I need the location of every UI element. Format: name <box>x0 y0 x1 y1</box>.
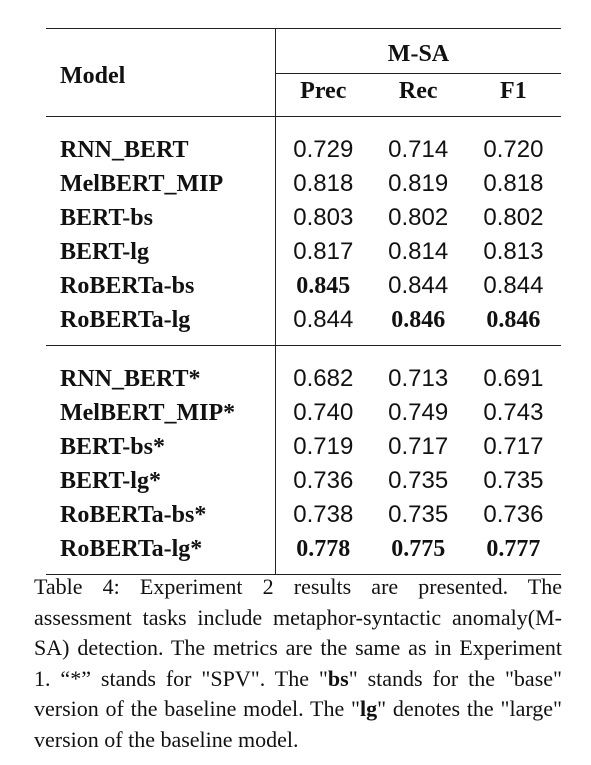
model-name-cell: MelBERT_MIP <box>60 171 224 197</box>
rec-cell: 0.775 <box>391 536 446 562</box>
f1-cell: 0.735 <box>483 467 544 494</box>
rec-column-header: Rec <box>370 73 466 117</box>
model-name-cell: RNN_BERT <box>60 137 189 163</box>
table-row: BERT-lg* 0.736 0.735 0.735 <box>46 464 561 498</box>
prec-cell: 0.845 <box>274 269 371 303</box>
caption-text-3: " denotes the "large" version of the bas… <box>34 696 563 752</box>
rec-cell: 0.714 <box>388 136 449 163</box>
model-name-cell: BERT-bs <box>60 205 153 231</box>
table-row: BERT-bs 0.803 0.802 0.802 <box>46 201 561 235</box>
prec-cell: 0.682 <box>274 345 371 396</box>
rec-cell: 0.846 <box>391 307 446 333</box>
caption-text-2: " stands for the "base" version of the b… <box>34 665 563 722</box>
prec-cell: 0.778 <box>274 532 371 575</box>
f1-cell: 0.846 <box>486 307 541 333</box>
table-caption: Table 4: Experiment 2 results are presen… <box>34 572 562 755</box>
table-section-baseline: RNN_BERT 0.729 0.714 0.720 MelBERT_MIP 0.818 0… <box>46 116 561 346</box>
model-name-cell: MelBERT_MIP* <box>60 400 236 426</box>
rec-cell: 0.749 <box>388 399 449 426</box>
table-row: RoBERTa-lg 0.844 0.846 0.846 <box>46 303 561 346</box>
prec-cell: 0.818 <box>274 167 371 201</box>
f1-cell: 0.743 <box>483 399 544 426</box>
table-row: RNN_BERT* 0.682 0.713 0.691 <box>46 345 561 396</box>
f1-cell: 0.813 <box>483 238 544 265</box>
f1-cell: 0.802 <box>483 204 544 231</box>
table-row: MelBERT_MIP* 0.740 0.749 0.743 <box>46 396 561 430</box>
f1-column-header: F1 <box>465 73 561 117</box>
rec-cell: 0.713 <box>388 365 449 392</box>
table-row: RoBERTa-bs 0.845 0.844 0.844 <box>46 269 561 303</box>
f1-cell: 0.777 <box>486 536 541 562</box>
model-name-cell: BERT-bs* <box>60 434 165 460</box>
prec-cell: 0.740 <box>274 396 371 430</box>
rec-cell: 0.814 <box>388 238 449 265</box>
f1-cell: 0.818 <box>483 170 544 197</box>
prec-cell: 0.719 <box>274 430 371 464</box>
rec-cell: 0.735 <box>388 467 449 494</box>
model-name-cell: RoBERTa-bs* <box>60 502 207 528</box>
f1-cell: 0.691 <box>483 365 544 392</box>
f1-cell: 0.717 <box>483 433 544 460</box>
rec-cell: 0.819 <box>388 170 449 197</box>
results-table-container: Model M-SA Prec Rec F1 RNN_BERT 0.729 0.71… <box>46 28 561 575</box>
table-section-spv: RNN_BERT* 0.682 0.713 0.691 MelBERT_MIP* 0.74… <box>46 345 561 575</box>
table-row: RoBERTa-bs* 0.738 0.735 0.736 <box>46 498 561 532</box>
model-name-cell: RNN_BERT* <box>60 366 201 392</box>
table-row: RNN_BERT 0.729 0.714 0.720 <box>46 116 561 167</box>
caption-text-1: Table 4: Experiment 2 results are presen… <box>34 574 562 691</box>
prec-cell: 0.844 <box>274 303 371 346</box>
f1-cell: 0.736 <box>483 501 544 528</box>
rec-cell: 0.717 <box>388 433 449 460</box>
model-name-cell: BERT-lg* <box>60 468 161 494</box>
model-name-cell: RoBERTa-lg* <box>60 536 203 562</box>
rec-cell: 0.735 <box>388 501 449 528</box>
f1-cell: 0.720 <box>483 136 544 163</box>
table-row: BERT-lg 0.817 0.814 0.813 <box>46 235 561 269</box>
prec-cell: 0.738 <box>274 498 371 532</box>
prec-column-header: Prec <box>274 73 371 117</box>
caption-bs-term: bs <box>327 665 349 691</box>
model-name-cell: RoBERTa-bs <box>60 273 195 299</box>
msa-group-header: M-SA <box>274 28 561 74</box>
prec-cell: 0.736 <box>274 464 371 498</box>
rec-cell: 0.844 <box>388 272 449 299</box>
model-name-cell: RoBERTa-lg <box>60 307 191 333</box>
f1-cell: 0.844 <box>483 272 544 299</box>
rec-cell: 0.802 <box>388 204 449 231</box>
model-name-cell: BERT-lg <box>60 239 149 265</box>
model-column-header: Model <box>60 62 126 89</box>
results-table: Model M-SA Prec Rec F1 RNN_BERT 0.729 0.71… <box>46 28 561 575</box>
table-row: RoBERTa-lg* 0.778 0.775 0.777 <box>46 532 561 575</box>
prec-cell: 0.729 <box>274 116 371 167</box>
prec-cell: 0.803 <box>274 201 371 235</box>
table-row: BERT-bs* 0.719 0.717 0.717 <box>46 430 561 464</box>
table-row: MelBERT_MIP 0.818 0.819 0.818 <box>46 167 561 201</box>
caption-lg-term: lg <box>359 696 378 721</box>
prec-cell: 0.817 <box>274 235 371 269</box>
